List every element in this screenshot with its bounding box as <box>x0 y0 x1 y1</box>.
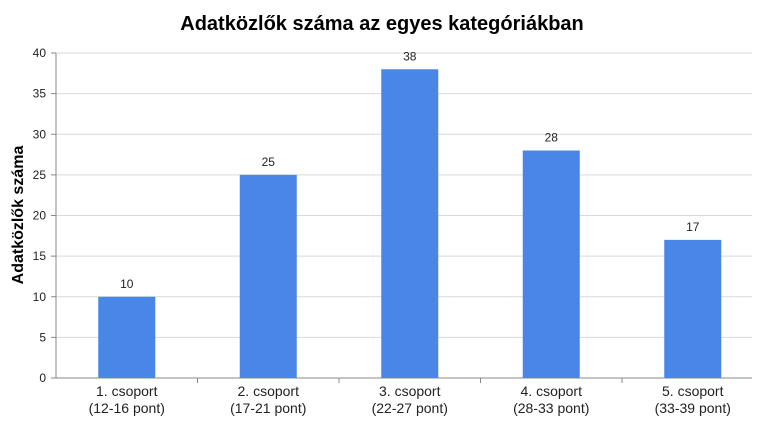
x-tick-label: 4. csoport (28-33 pont) <box>513 383 589 416</box>
data-label: 38 <box>403 49 417 63</box>
bar <box>522 150 580 378</box>
y-tick-label: 20 <box>33 209 47 223</box>
bar <box>98 296 156 378</box>
x-tick-label-line: 2. csoport <box>238 383 300 399</box>
y-tick-label: 25 <box>33 168 47 182</box>
x-tick-label-line: (17-21 pont) <box>230 400 306 416</box>
data-label: 25 <box>262 155 276 169</box>
x-tick-label-line: 5. csoport <box>662 383 724 399</box>
y-tick-label: 40 <box>33 46 47 60</box>
y-tick-label: 30 <box>33 127 47 141</box>
chart-title: Adatközlők száma az egyes kategóriákban <box>180 13 584 35</box>
x-tick-label: 1. csoport (12-16 pont) <box>89 383 165 416</box>
data-label: 28 <box>545 131 559 145</box>
data-label: 17 <box>686 220 700 234</box>
y-tick-label: 5 <box>39 330 46 344</box>
x-tick-label: 3. csoport (22-27 pont) <box>372 383 448 416</box>
x-tick-label-line: (28-33 pont) <box>513 400 589 416</box>
x-tick-label: 5. csoport (33-39 pont) <box>655 383 731 416</box>
x-tick-label-line: 1. csoport <box>96 383 158 399</box>
x-tick-label-line: 3. csoport <box>379 383 441 399</box>
y-axis-label: Adatközlők száma <box>10 146 27 285</box>
y-tick-label: 10 <box>33 290 47 304</box>
x-tick-label-line: (33-39 pont) <box>655 400 731 416</box>
bar <box>664 239 722 378</box>
x-tick-label-line: (12-16 pont) <box>89 400 165 416</box>
y-tick-label: 0 <box>39 371 46 385</box>
y-tick-label: 35 <box>33 87 47 101</box>
bar <box>381 69 439 378</box>
data-label: 10 <box>120 277 134 291</box>
y-tick-label: 15 <box>33 249 47 263</box>
bar <box>239 174 297 378</box>
x-tick-label-line: 4. csoport <box>521 383 583 399</box>
x-tick-label-line: (22-27 pont) <box>372 400 448 416</box>
x-tick-label: 2. csoport (17-21 pont) <box>230 383 306 416</box>
